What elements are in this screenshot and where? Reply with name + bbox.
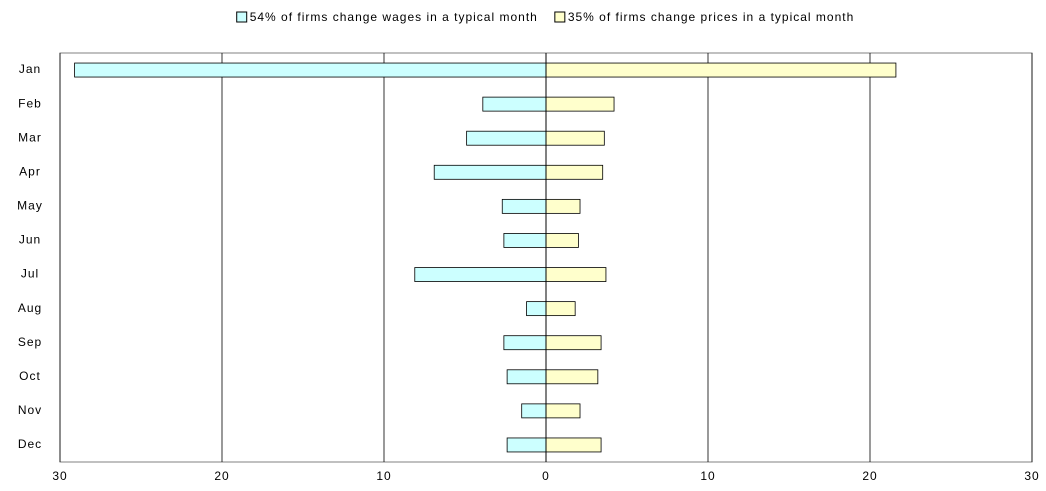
y-tick-label: Jul: [21, 267, 39, 281]
bar: [545, 403, 581, 419]
y-tick-label: Apr: [19, 164, 41, 178]
y-tick-label: Nov: [18, 403, 42, 417]
y-tick-label: Aug: [18, 301, 42, 315]
legend-label: 54% of firms change wages in a typical m…: [250, 10, 538, 24]
bar: [501, 198, 547, 214]
bar: [545, 335, 602, 351]
bar: [545, 62, 897, 78]
bar: [506, 369, 547, 385]
x-tick-label: 0: [542, 469, 550, 483]
y-tick-label: Dec: [18, 437, 42, 451]
bar: [545, 96, 615, 112]
bar: [482, 96, 547, 112]
y-tick-label: Feb: [18, 96, 42, 110]
bar: [545, 437, 602, 453]
bar: [503, 335, 547, 351]
y-tick-label: Jan: [19, 62, 41, 76]
bar: [545, 301, 576, 317]
bar: [526, 301, 547, 317]
bar: [545, 267, 607, 282]
bar: [521, 403, 547, 419]
bar: [545, 198, 581, 214]
bar: [506, 437, 547, 453]
y-tick-label: Oct: [19, 369, 41, 383]
legend-swatch: [236, 11, 248, 23]
y-tick-label: May: [17, 199, 43, 213]
y-tick-label: Sep: [18, 335, 42, 349]
x-tick-label: 10: [700, 469, 715, 483]
bar: [466, 130, 547, 146]
bar: [503, 233, 547, 248]
bar: [545, 164, 604, 180]
legend-label: 35% of firms change prices in a typical …: [568, 10, 854, 24]
bar: [545, 233, 579, 248]
x-tick-label: 30: [52, 469, 67, 483]
bar: [545, 369, 599, 385]
bar: [545, 130, 605, 146]
bar: [74, 62, 547, 78]
y-tick-label: Jun: [19, 233, 41, 247]
x-tick-label: 30: [1024, 469, 1039, 483]
legend-swatch: [554, 11, 566, 23]
y-tick-label: Mar: [18, 130, 42, 144]
bar: [414, 267, 547, 282]
x-tick-label: 10: [376, 469, 391, 483]
x-tick-label: 20: [862, 469, 877, 483]
bar: [433, 164, 547, 180]
x-tick-label: 20: [214, 469, 229, 483]
